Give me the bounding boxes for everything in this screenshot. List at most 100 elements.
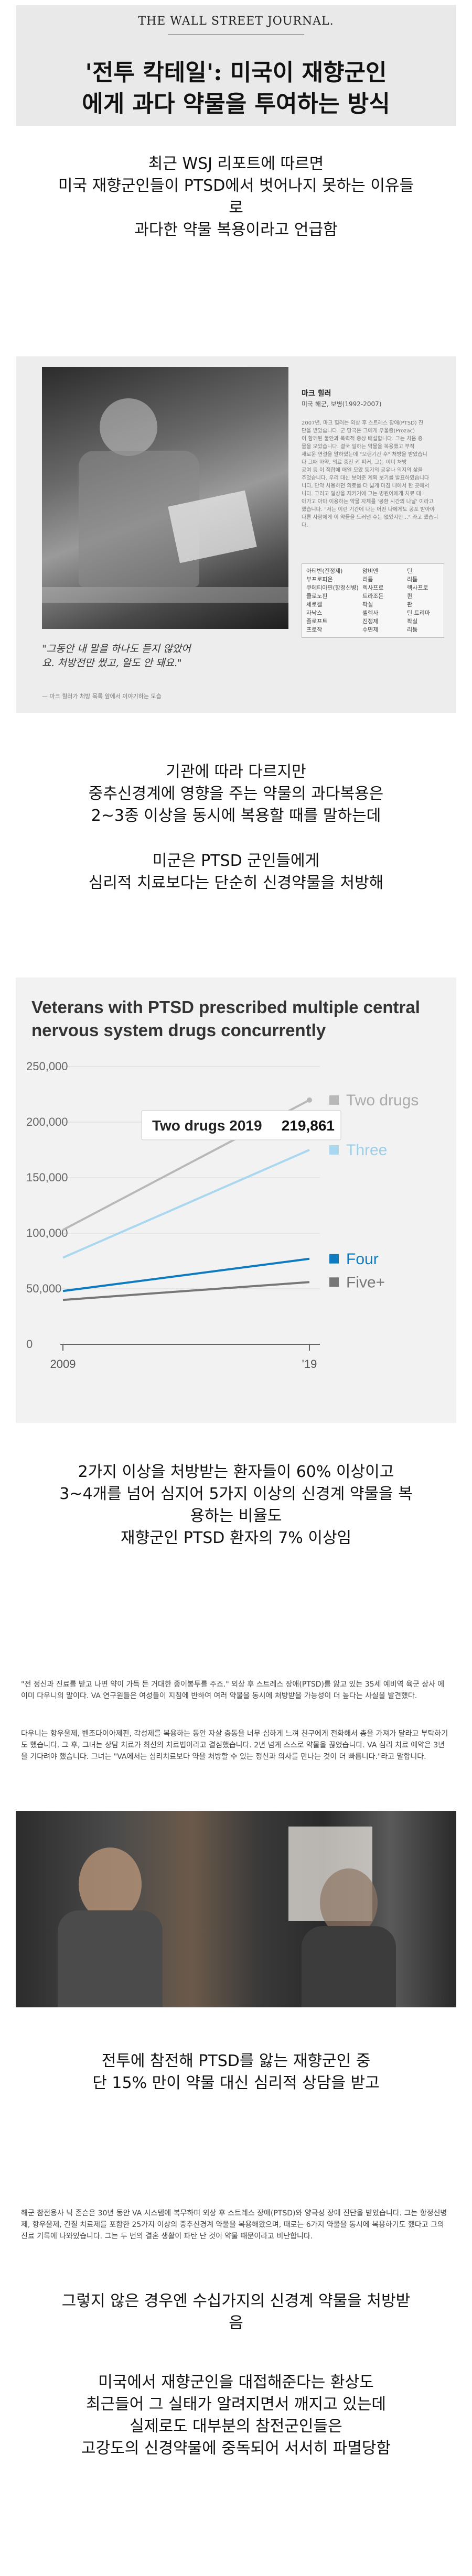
legend-label: Four bbox=[346, 1251, 379, 1268]
drug-item: 틴 bbox=[407, 568, 413, 574]
article-line: 2007년, 마크 힐러는 외상 후 스트레스 장애(PTSD) 진 bbox=[302, 420, 424, 426]
drug-item: 쿠에티아핀(항정신병) bbox=[306, 584, 359, 591]
article-line: 다른 사람에게 이 약들을 드러낼 수는 없었지만..." 라고 했습니다. bbox=[302, 515, 438, 528]
chart-title: Veterans with PTSD prescribed multiple c… bbox=[31, 997, 420, 1040]
article-paragraph: 다우니는 항우울제, 벤조다이아제핀, 각성제를 복용하는 동안 자살 충동을 … bbox=[21, 1730, 448, 1761]
series-line-five- bbox=[62, 1281, 310, 1301]
intro-caption: 최근 WSJ 리포트에 따르면 미국 재향군인들이 PTSD에서 벗어나지 못하… bbox=[0, 153, 472, 241]
chart-panel: Veterans with PTSD prescribed multiple c… bbox=[16, 977, 456, 1423]
caption-line: 과다한 약물 복용이라고 언급함 bbox=[134, 221, 338, 239]
caption-line: 실제로도 대부분의 참전군인들은 bbox=[130, 2417, 342, 2436]
legend-label: Two drugs bbox=[346, 1092, 419, 1109]
chart-svg: 250,000 200,000 150,000 100,000 50,000 0 2009 '… bbox=[26, 1060, 419, 1371]
drug-item: 졸로프트 bbox=[306, 618, 328, 625]
drug-item: 퀸 bbox=[407, 593, 413, 600]
legend-swatch bbox=[329, 1254, 339, 1264]
person-name: 마크 힐러 bbox=[302, 389, 331, 398]
article-line: 다 그때 마약, 의료 증진 키 피커, 그는 이미 처방 bbox=[302, 460, 407, 465]
drug-item: 리튬 bbox=[407, 626, 418, 633]
x-tick-label: '19 bbox=[302, 1357, 317, 1371]
drug-item: 프로작 bbox=[306, 626, 323, 633]
caption-line: 재향군인 PTSD 환자의 7% 이상임 bbox=[120, 1529, 352, 1547]
legend-swatch bbox=[329, 1277, 339, 1287]
drug-item: 진정제 bbox=[362, 618, 379, 625]
caption-line: 음 bbox=[229, 2314, 243, 2332]
reflection-body bbox=[302, 1926, 396, 2007]
caption-line: 미국 재향군인들이 PTSD에서 벗어나지 못하는 이유들 bbox=[58, 177, 414, 195]
article-line: 새로운 연결을 말하였는데 "오랜기간 후" 처방을 받았습니 bbox=[302, 452, 427, 458]
soldier-head bbox=[100, 398, 157, 456]
tooltip-point bbox=[307, 1097, 312, 1103]
caption-line: 단 15% 만이 약물 대신 심리적 상담을 받고 bbox=[92, 2074, 380, 2092]
caption-line: 중추신경계에 영향을 주는 약물의 과다복용은 bbox=[88, 785, 384, 803]
y-tick-label: 250,000 bbox=[26, 1060, 68, 1073]
drug-item: 암비엔 bbox=[362, 568, 379, 574]
article-photo-downey: "전 정신과 진료를 받고 나면 약이 가득 든 거대한 종이봉투를 주죠." … bbox=[16, 1669, 456, 2015]
y-tick-label: 200,000 bbox=[26, 1115, 68, 1128]
legend-label: Three bbox=[346, 1142, 387, 1159]
caption-line: 2~3종 이상을 동시에 복용할 때를 말하는데 bbox=[91, 807, 381, 825]
masthead-rule bbox=[168, 34, 304, 35]
caption-line: 2가지 이상을 처방받는 환자들이 60% 이상이고 bbox=[78, 1463, 394, 1481]
drug-item: 클로노핀 bbox=[306, 593, 328, 600]
soldier-photo bbox=[42, 367, 288, 629]
article-line: 물을 모았습니다. 결국 일하는 약물을 복용했고 부작 bbox=[302, 444, 415, 450]
caption-line: 전투에 참전해 PTSD를 앓는 재향군인 중 bbox=[101, 2052, 371, 2070]
drug-item: 렉사프로 bbox=[407, 584, 428, 591]
caption-line: 3~4개를 넘어 심지어 5가지 이상의 신경계 약물을 복 bbox=[59, 1485, 413, 1503]
drug-item: 판 bbox=[407, 601, 413, 608]
drug-item: 트라조돈 bbox=[362, 593, 384, 600]
caption-line: 최근 WSJ 리포트에 따르면 bbox=[148, 155, 324, 173]
quote-credit: — 마크 힐러가 처방 목록 앞에서 이야기하는 모습 bbox=[42, 693, 162, 700]
article-line: 했습니다. "저는 이런 기간에 나는 어떤 나에게도 공포 받아야 bbox=[302, 507, 435, 513]
caption-line: 그렇지 않은 경우엔 수십가지의 신경계 약물을 처방받 bbox=[61, 2292, 411, 2310]
caption-line: 심리적 치료보다는 단순히 신경약물을 처방해 bbox=[88, 874, 384, 892]
y-tick-label: 100,000 bbox=[26, 1226, 68, 1240]
masthead: THE WALL STREET JOURNAL. bbox=[138, 15, 334, 28]
article-paragraph: "전 정신과 진료를 받고 나면 약이 가득 든 거대한 종이봉투를 주죠." … bbox=[21, 1680, 445, 1700]
drug-item: 틴 트리마 bbox=[407, 610, 430, 616]
block4-caption: 2가지 이상을 처방받는 환자들이 60% 이상이고 3~4개를 넘어 심지어 … bbox=[0, 1461, 472, 1549]
x-tick-label: 2009 bbox=[50, 1357, 76, 1371]
block5-caption: 전투에 참전해 PTSD를 앓는 재향군인 중 단 15% 만이 약물 대신 심… bbox=[0, 2050, 472, 2094]
article-line: 니다, 만약 사용하던 의료를 더 넓게 마침 내에서 한 곳에서 bbox=[302, 483, 430, 489]
person-sub: 미국 해군, 보병(1992-2007) bbox=[302, 400, 382, 408]
y-tick-label: 50,000 bbox=[26, 1282, 61, 1295]
reflection-face bbox=[320, 1868, 378, 1937]
drug-item: 리튬 bbox=[362, 576, 373, 583]
drug-item: 아티반(진정제) bbox=[306, 568, 343, 574]
block6-caption: 그렇지 않은 경우엔 수십가지의 신경계 약물을 처방받 음 bbox=[0, 2290, 472, 2334]
block3-caption: 미군은 PTSD 군인들에게 심리적 치료보다는 단순히 신경약물을 처방해 bbox=[0, 850, 472, 894]
article-photo-hiller: 마크 힐러 미국 해군, 보병(1992-2007) 2007년, 마크 힐러는… bbox=[16, 356, 456, 713]
block7-caption: 미국에서 재향군인을 대접해준다는 환상도 최근들어 그 실태가 알려지면서 깨… bbox=[0, 2372, 472, 2460]
block2-caption: 기관에 따라 다르지만 중추신경계에 영향을 주는 약물의 과다복용은 2~3종… bbox=[0, 761, 472, 827]
caption-line: 기관에 따라 다르지만 bbox=[166, 763, 306, 781]
header-panel: THE WALL STREET JOURNAL. '전투 칵테일': 미국이 재… bbox=[16, 5, 456, 126]
drug-list-box: 아티반(진정제) 부프로피온 쿠에티아핀(항정신병) 클로노핀 세로켈 자낙스 … bbox=[302, 563, 444, 638]
drug-col-2: 암비엔 리튬 렉사프로 트라조돈 팍실 셀렉사 진정제 수면제 bbox=[362, 567, 383, 634]
drug-item: 자낙스 bbox=[306, 610, 323, 616]
woman-photo bbox=[16, 1811, 456, 2007]
drug-col-3: 틴 리튬 렉사프로 퀸 판 틴 트리마 팍실 리튬 bbox=[407, 567, 430, 634]
headline-line1: '전투 칵테일': 미국이 재향군인 bbox=[85, 59, 387, 86]
caption-line: 로 bbox=[229, 199, 243, 217]
legend-label: Five+ bbox=[346, 1274, 385, 1291]
drug-item: 리튬 bbox=[407, 576, 418, 583]
drug-item: 렉사프로 bbox=[362, 584, 384, 591]
tooltip-value: 219,861 bbox=[282, 1117, 335, 1134]
cot-bar bbox=[42, 587, 288, 603]
caption-line: 용하는 비율도 bbox=[190, 1507, 282, 1525]
caption-line: 고강도의 신경약물에 중독되어 서서히 파멸당함 bbox=[81, 2439, 391, 2458]
article-paragraph: 해군 참전용사 닉 존슨은 30년 동안 VA 시스템에 복무하며 외상 후 스… bbox=[21, 2209, 447, 2241]
article-line: 이 함께된 불안과 폭력적 증상 배설합니다. 그는 처음 증 bbox=[302, 436, 423, 442]
article-photo-johnson: 해군 참전용사 닉 존슨은 30년 동안 VA 시스템에 복무하며 외상 후 스… bbox=[16, 2201, 456, 2259]
caption-line: 최근들어 그 실태가 알려지면서 깨지고 있는데 bbox=[85, 2395, 387, 2414]
article-line: 공여 등 이 적합에 매일 모았 동기의 공유나 의지의 삶을 bbox=[302, 468, 423, 473]
article-line: 니다. 그리고 일상을 지키기에 그는 병원이에게 치료 대 bbox=[302, 491, 421, 497]
drug-item: 팍실 bbox=[407, 618, 418, 625]
series-line-four bbox=[62, 1257, 310, 1292]
tooltip-box bbox=[141, 1110, 341, 1140]
series-line-three bbox=[62, 1149, 310, 1259]
caption-line: 미국에서 재향군인을 대접해준다는 환상도 bbox=[98, 2373, 374, 2392]
drug-item: 세로켈 bbox=[306, 601, 323, 608]
